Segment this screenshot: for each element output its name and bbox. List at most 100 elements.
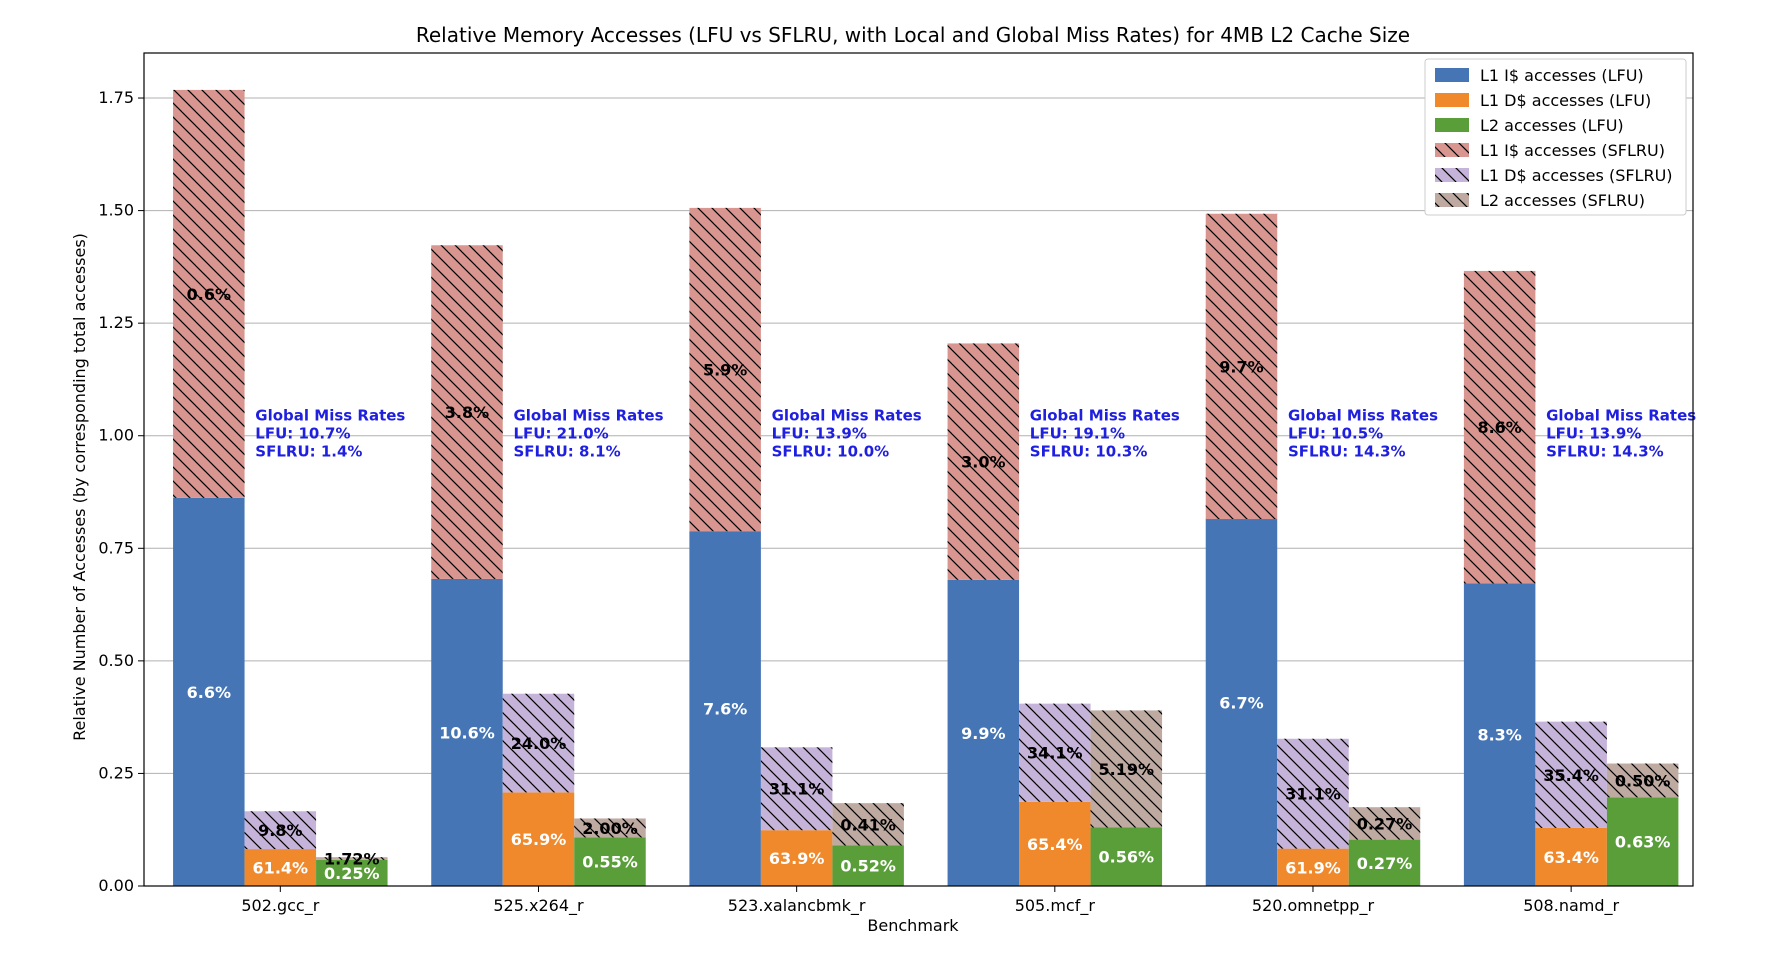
y-tick-label: 1.50 bbox=[98, 201, 134, 220]
x-axis-label: Benchmark bbox=[867, 916, 959, 935]
annotation-text: LFU: 13.9% bbox=[772, 425, 867, 443]
legend-swatch bbox=[1435, 68, 1469, 82]
annotation-text: Global Miss Rates bbox=[1030, 407, 1180, 425]
legend: L1 I$ accesses (LFU) L1 D$ accesses (LFU)… bbox=[1424, 58, 1687, 216]
bar-sflru-hatch bbox=[1277, 738, 1349, 849]
bar-label-sflru: 24.0% bbox=[511, 734, 567, 753]
bar-label-sflru: 35.4% bbox=[1543, 766, 1599, 785]
bar-lfu bbox=[1463, 583, 1536, 886]
bar-sflru-hatch bbox=[173, 89, 245, 498]
annotation-text: LFU: 10.5% bbox=[1288, 425, 1383, 443]
bar-lfu bbox=[947, 579, 1020, 886]
legend-label: L2 accesses (LFU) bbox=[1480, 116, 1624, 135]
bar-label-sflru: 34.1% bbox=[1027, 744, 1083, 763]
bar-label-lfu: 61.4% bbox=[253, 859, 309, 878]
bar-lfu bbox=[1606, 797, 1679, 886]
bar-label-lfu: 65.4% bbox=[1027, 835, 1083, 854]
bar-lfu bbox=[760, 830, 833, 886]
bar-label-lfu: 6.6% bbox=[187, 683, 231, 702]
bar-label-sflru: 8.6% bbox=[1477, 418, 1521, 437]
legend-swatch-hatch bbox=[1435, 193, 1469, 207]
bar-label-lfu: 0.56% bbox=[1099, 848, 1155, 867]
bar-lfu bbox=[173, 497, 245, 886]
annotation-text: LFU: 13.9% bbox=[1546, 425, 1641, 443]
bar-sflru-hatch bbox=[1019, 703, 1091, 802]
legend-swatch bbox=[1435, 118, 1469, 132]
bar-sflru-hatch bbox=[947, 343, 1020, 580]
annotation-text: SFLRU: 14.3% bbox=[1288, 443, 1406, 461]
annotation-text: LFU: 10.7% bbox=[255, 425, 350, 443]
bar-label-sflru: 3.0% bbox=[961, 453, 1005, 472]
bar-lfu bbox=[502, 792, 575, 886]
annotation-text: SFLRU: 1.4% bbox=[255, 443, 362, 461]
bar-lfu bbox=[574, 837, 646, 886]
x-tick-label: 508.namd_r bbox=[1523, 896, 1619, 916]
annotation-text: SFLRU: 8.1% bbox=[513, 443, 620, 461]
bar-label-sflru: 3.8% bbox=[445, 403, 489, 422]
bar-sflru-hatch bbox=[1463, 270, 1536, 584]
bar-lfu bbox=[431, 578, 503, 886]
bar-lfu bbox=[1535, 827, 1607, 886]
x-tick-label: 523.xalancbmk_r bbox=[728, 896, 866, 916]
bar-label-sflru: 9.7% bbox=[1219, 357, 1263, 376]
bar-sflru-hatch bbox=[502, 693, 575, 793]
legend-box bbox=[1424, 58, 1687, 216]
annotation-text: SFLRU: 10.0% bbox=[772, 443, 890, 461]
bar-label-sflru: 0.50% bbox=[1615, 771, 1671, 790]
bar-label-lfu: 0.52% bbox=[840, 857, 896, 876]
legend-label: L1 I$ accesses (LFU) bbox=[1480, 66, 1644, 85]
bar-label-lfu: 0.27% bbox=[1357, 854, 1413, 873]
annotation-text: Global Miss Rates bbox=[772, 407, 922, 425]
bar-sflru-hatch bbox=[689, 207, 761, 532]
legend-label: L1 D$ accesses (SFLRU) bbox=[1480, 166, 1673, 185]
bar-lfu bbox=[316, 859, 388, 886]
bar-sflru-hatch bbox=[244, 811, 317, 850]
bar-label-lfu: 0.25% bbox=[324, 864, 380, 883]
bar-label-sflru: 1.72% bbox=[324, 850, 380, 869]
bar-label-lfu: 10.6% bbox=[439, 723, 495, 742]
legend-swatch bbox=[1435, 93, 1469, 107]
bar-label-lfu: 8.3% bbox=[1477, 726, 1521, 745]
x-tick-label: 525.x264_r bbox=[493, 896, 584, 916]
x-tick-label: 502.gcc_r bbox=[241, 896, 319, 916]
bar-label-lfu: 9.9% bbox=[961, 724, 1005, 743]
annotation-text: Global Miss Rates bbox=[513, 407, 663, 425]
bar-label-lfu: 63.4% bbox=[1543, 848, 1599, 867]
bar-label-lfu: 6.7% bbox=[1219, 694, 1263, 713]
y-tick-label: 1.25 bbox=[98, 313, 134, 332]
bar-lfu bbox=[1277, 848, 1349, 886]
bar-labels-layer: 6.6% 0.6% 61.4% 9.8% 0.25%1.72% 10.6% 3.8% 65.9… bbox=[187, 285, 1671, 883]
annotation-text: Global Miss Rates bbox=[255, 407, 405, 425]
annotation-text: Global Miss Rates bbox=[1546, 407, 1696, 425]
x-tick-label: 520.omnetpp_r bbox=[1252, 896, 1375, 916]
legend-label: L1 D$ accesses (LFU) bbox=[1480, 91, 1651, 110]
y-tick-label: 1.75 bbox=[98, 88, 134, 107]
bar-sflru-hatch bbox=[574, 818, 646, 838]
bar-label-lfu: 0.63% bbox=[1615, 833, 1671, 852]
annotation-text: Global Miss Rates bbox=[1288, 407, 1438, 425]
bar-lfu bbox=[1348, 839, 1421, 886]
bar-lfu bbox=[244, 849, 317, 886]
bar-sflru-hatch bbox=[1090, 710, 1163, 828]
bar-label-lfu: 63.9% bbox=[769, 849, 825, 868]
y-axis: 0.00 0.25 0.50 0.75 1.00 1.25 1.50 1.75 bbox=[98, 88, 144, 895]
chart-title: Relative Memory Accesses (LFU vs SFLRU, … bbox=[416, 23, 1410, 47]
bar-label-sflru: 5.9% bbox=[703, 361, 747, 380]
bar-sflru-hatch bbox=[1535, 721, 1607, 828]
legend-swatch-hatch bbox=[1435, 143, 1469, 157]
bar-lfu bbox=[689, 531, 761, 886]
legend-label: L2 accesses (SFLRU) bbox=[1480, 191, 1645, 210]
y-tick-label: 0.75 bbox=[98, 538, 134, 557]
legend-swatch-hatch bbox=[1435, 168, 1469, 182]
bar-label-sflru: 0.41% bbox=[840, 815, 896, 834]
bar-sflru-hatch bbox=[1348, 807, 1421, 840]
bar-sflru-hatch bbox=[316, 857, 388, 860]
bar-sflru-hatch bbox=[1205, 213, 1278, 520]
y-axis-label: Relative Number of Accesses (by correspo… bbox=[70, 233, 89, 741]
bar-lfu bbox=[1205, 519, 1278, 886]
bar-label-sflru: 0.27% bbox=[1357, 814, 1413, 833]
bar-label-sflru: 5.19% bbox=[1099, 760, 1155, 779]
bar-label-sflru: 0.6% bbox=[187, 285, 231, 304]
bar-lfu bbox=[1090, 827, 1163, 886]
